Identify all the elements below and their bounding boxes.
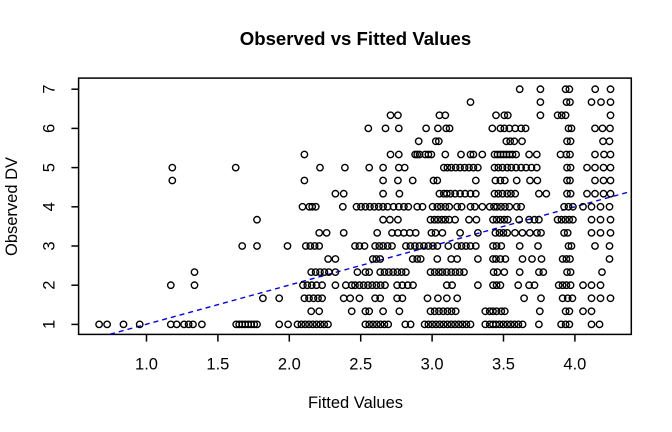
- svg-text:1.0: 1.0: [135, 356, 158, 374]
- svg-text:7: 7: [41, 85, 59, 94]
- svg-text:2.0: 2.0: [278, 356, 301, 374]
- svg-text:3: 3: [41, 241, 59, 250]
- svg-text:2.5: 2.5: [349, 356, 372, 374]
- svg-text:Fitted Values: Fitted Values: [308, 394, 403, 412]
- svg-text:1: 1: [41, 320, 59, 329]
- svg-text:2: 2: [41, 281, 59, 290]
- svg-text:4: 4: [41, 202, 59, 211]
- svg-text:3.5: 3.5: [492, 356, 515, 374]
- svg-text:Observed vs Fitted Values: Observed vs Fitted Values: [240, 28, 472, 49]
- svg-text:4.0: 4.0: [563, 356, 586, 374]
- svg-text:5: 5: [41, 163, 59, 172]
- svg-text:6: 6: [41, 124, 59, 133]
- svg-text:3.0: 3.0: [421, 356, 444, 374]
- svg-text:Observed DV: Observed DV: [3, 157, 21, 256]
- svg-text:1.5: 1.5: [206, 356, 229, 374]
